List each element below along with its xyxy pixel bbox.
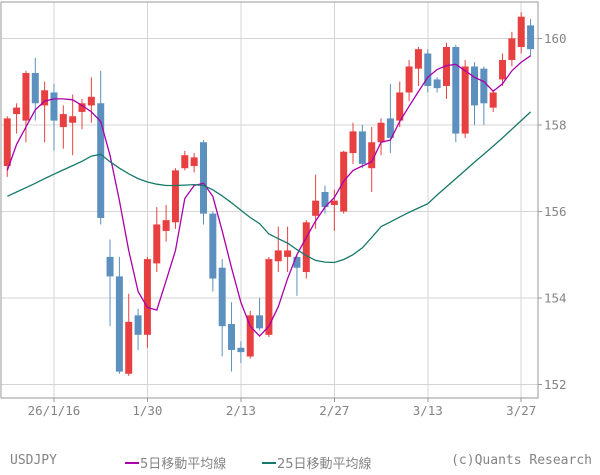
y-axis-labels: 152 154 156 158 160 — [538, 31, 567, 392]
candle — [471, 62, 478, 125]
candle — [368, 127, 376, 192]
candle — [78, 98, 86, 130]
candle — [265, 256, 273, 337]
candle — [59, 105, 67, 149]
x-tick-label: 3/13 — [413, 403, 443, 418]
candle — [274, 226, 282, 273]
ma5-line — [6, 55, 531, 338]
y-tick-label: 156 — [544, 204, 567, 219]
candle — [433, 77, 441, 93]
ma25-legend-label: 25日移動平均線 — [277, 457, 372, 472]
legend-ma5: 5日移動平均線 — [125, 453, 226, 472]
candle — [508, 31, 516, 67]
x-tick-label: 2/27 — [319, 403, 349, 418]
ma5-legend-label: 5日移動平均線 — [140, 457, 227, 472]
candle — [358, 124, 366, 169]
x-axis-labels: 26/1/16 1/30 2/13 2/27 3/13 3/27 — [28, 398, 536, 418]
candle — [41, 81, 49, 143]
candle — [256, 298, 264, 331]
x-tick-label: 26/1/16 — [28, 403, 81, 418]
candle — [330, 189, 338, 231]
candle — [461, 59, 469, 138]
candle — [293, 254, 301, 296]
candle — [87, 77, 95, 123]
candle — [228, 302, 236, 372]
candle — [115, 256, 123, 374]
candle — [349, 122, 357, 164]
candle — [452, 44, 460, 143]
legend-ma25: 25日移動平均線 — [262, 453, 372, 472]
candle — [134, 308, 142, 350]
candle — [480, 66, 488, 125]
x-tick-label: 2/13 — [226, 403, 256, 418]
candle — [97, 70, 105, 225]
candle — [302, 220, 310, 279]
y-tick-label: 152 — [544, 377, 567, 392]
candle — [442, 42, 450, 99]
copyright-label: (c)Quants Research — [451, 453, 592, 468]
candle — [414, 47, 422, 86]
candle — [237, 341, 245, 363]
candle — [246, 311, 254, 359]
candle — [153, 207, 161, 273]
candle — [3, 116, 11, 177]
candle — [22, 70, 30, 143]
candle — [312, 174, 320, 229]
chart-symbol-label: USDJPY — [10, 453, 57, 468]
candle — [190, 153, 198, 173]
candle — [218, 259, 226, 357]
candle — [396, 81, 404, 128]
candle — [199, 140, 207, 225]
candle — [386, 83, 394, 154]
candle — [106, 239, 114, 327]
y-tick-label: 160 — [544, 31, 567, 46]
candle — [125, 293, 133, 376]
candle — [424, 49, 432, 93]
candle — [50, 83, 58, 151]
candle — [321, 185, 329, 214]
x-tick-label: 1/30 — [132, 403, 162, 418]
candle — [517, 12, 525, 54]
candle — [13, 103, 21, 134]
candle — [284, 226, 292, 273]
y-tick-label: 154 — [544, 291, 567, 306]
candle — [527, 18, 535, 56]
candle — [499, 53, 507, 86]
candle — [171, 168, 179, 229]
candle — [143, 256, 151, 348]
plot-border — [0, 1, 539, 399]
candle-series — [3, 12, 535, 376]
candle — [69, 94, 77, 156]
y-tick-label: 158 — [544, 117, 567, 132]
candle — [162, 204, 170, 242]
candle — [377, 118, 385, 156]
x-tick-label: 3/27 — [506, 403, 536, 418]
ma25-line-swatch — [262, 461, 276, 464]
ma25-line — [7, 111, 532, 264]
ma5-line-swatch — [125, 461, 139, 464]
candle — [209, 211, 217, 292]
candle — [405, 59, 413, 102]
candle — [181, 150, 189, 171]
candle — [489, 90, 497, 112]
